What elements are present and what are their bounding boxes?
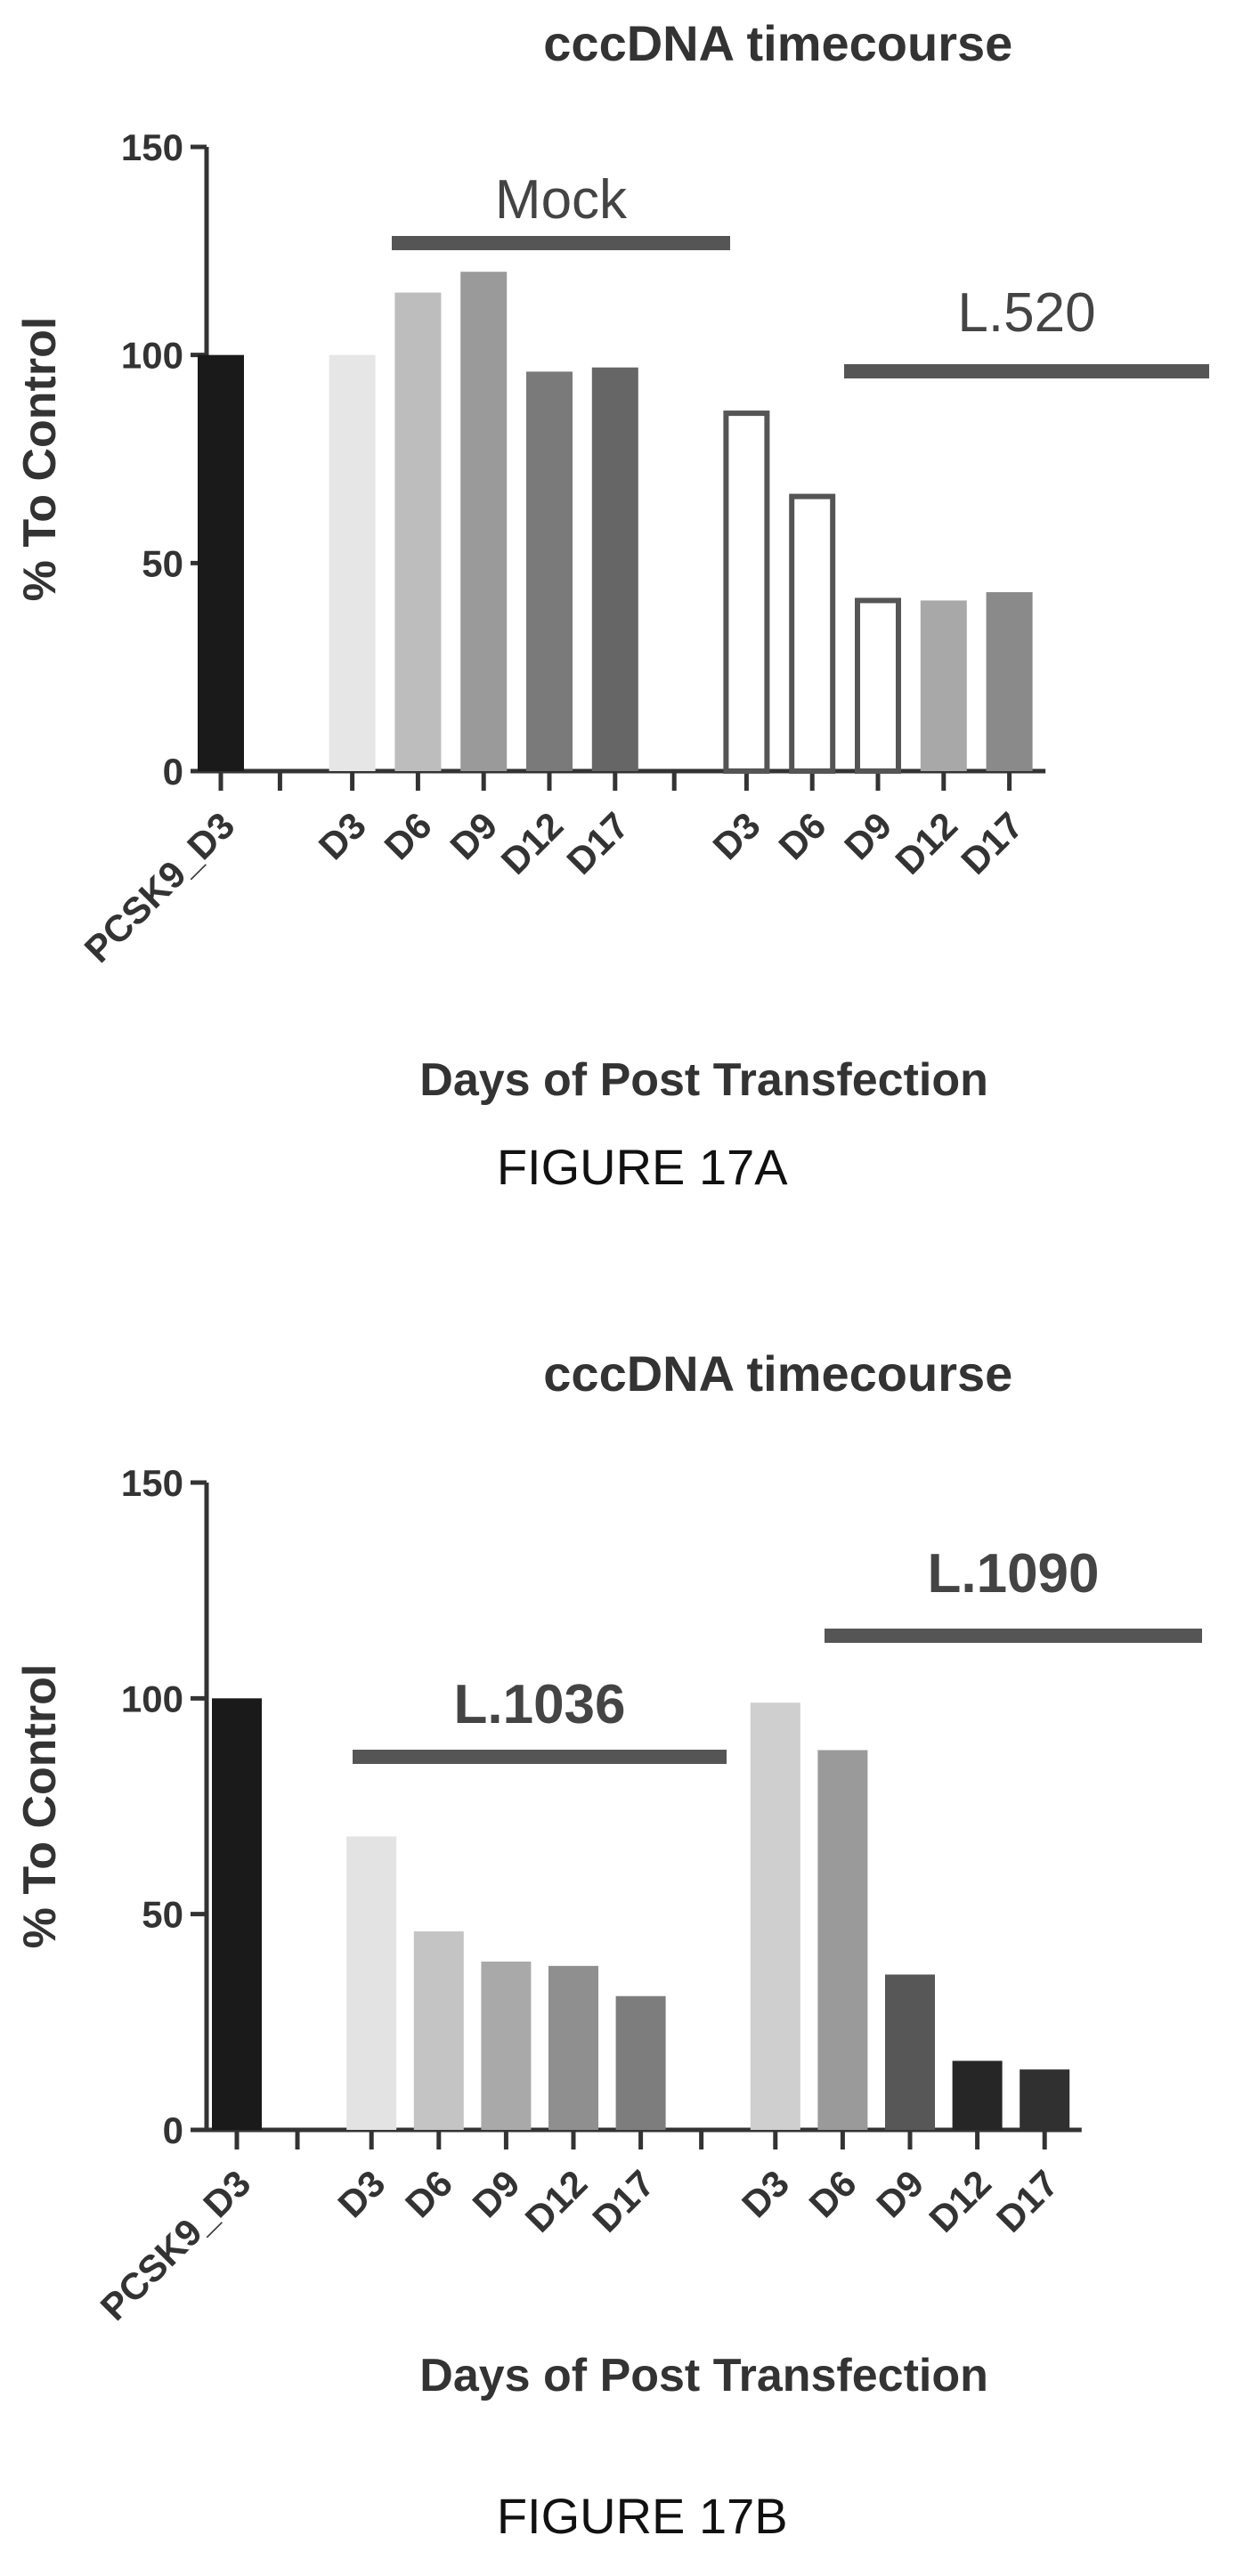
x-tick-label: D9 [836,804,899,867]
bar-d12 [526,371,573,771]
chart-17a: cccDNA timecourse % To Control 0 50 100 150 PC… [14,15,1209,1195]
x-tick-label: D9 [465,2162,528,2225]
x-tick-label: D17 [988,2162,1067,2240]
chart-panel-17b: cccDNA timecourse % To Control 0 50 100 150 PC… [0,1336,1235,2576]
bar-d6 [394,292,442,772]
chart-17b: cccDNA timecourse % To Control 0 50 100 150 PC… [14,1345,1202,2544]
bar-d6 [413,1931,464,2130]
x-axis-title: Days of Post Transfection [419,1054,988,1106]
x-tick-label: D6 [770,804,833,867]
figure-label: FIGURE 17A [497,1139,788,1195]
x-tick-label: D17 [584,2162,662,2240]
y-tick-label: 150 [121,1462,183,1504]
x-tick-label: D12 [887,804,965,882]
group-label: L.520 [957,282,1095,344]
group-label: L.1036 [453,1674,625,1735]
bar-d17 [1020,2069,1070,2130]
y-tick-label: 0 [163,751,183,792]
x-tick-label: D9 [442,804,505,867]
x-axis-title: Days of Post Transfection [419,2350,988,2401]
x-tick-label: D12 [517,2162,596,2240]
group-label: L.1090 [927,1543,1099,1605]
y-tick-label: 50 [142,542,183,584]
x-tick-label: D3 [329,2162,393,2225]
y-tick-label: 150 [121,126,183,168]
bar-pcsk9-d3 [198,354,244,771]
bar-d6 [789,493,836,774]
y-tick-label: 100 [121,335,183,377]
bar-d12 [952,2060,1003,2130]
bar-d3 [750,1702,800,2130]
group-label: Mock [495,169,628,231]
chart-title: cccDNA timecourse [543,1345,1012,1402]
y-tick-label: 50 [142,1894,183,1936]
x-tick-label: D6 [377,804,440,867]
y-axis-title: % To Control [14,1664,66,1949]
bar-d9 [481,1961,532,2130]
chart-title: cccDNA timecourse [543,15,1012,71]
x-tick-label: D17 [558,804,637,882]
bar-d17 [615,1995,666,2130]
bar-d3 [346,1836,397,2130]
x-tick-label: PCSK9_D3 [93,2162,259,2328]
x-tick-label: D12 [921,2162,999,2240]
y-tick-label: 100 [121,1678,183,1719]
bar-d12 [920,600,967,771]
bar-d17 [591,367,638,771]
x-tick-label: D3 [705,804,768,867]
x-tick-label: D17 [953,804,1031,882]
bar-d3 [723,410,770,774]
x-tick-label: D6 [397,2162,460,2225]
x-tick-label: D12 [493,804,572,882]
bar-d9 [885,1974,935,2130]
x-tick-label: D6 [801,2162,865,2225]
bar-pcsk9-d3 [212,1698,262,2130]
x-tick-label: PCSK9_D3 [77,804,243,971]
x-tick-label: D3 [734,2162,797,2225]
x-tick-label: D3 [311,804,374,867]
bar-d9 [460,272,508,771]
y-axis-title: % To Control [14,317,66,602]
figure-label: FIGURE 17B [497,2488,788,2544]
y-tick-label: 0 [163,2109,183,2151]
chart-panel-17a: cccDNA timecourse % To Control 0 50 100 150 PC… [0,0,1235,1229]
bar-d9 [855,597,901,774]
bar-d3 [329,354,376,771]
bar-d12 [548,1965,598,2130]
bar-d17 [986,592,1033,771]
bar-d6 [817,1750,868,2130]
x-tick-label: D9 [868,2162,931,2225]
